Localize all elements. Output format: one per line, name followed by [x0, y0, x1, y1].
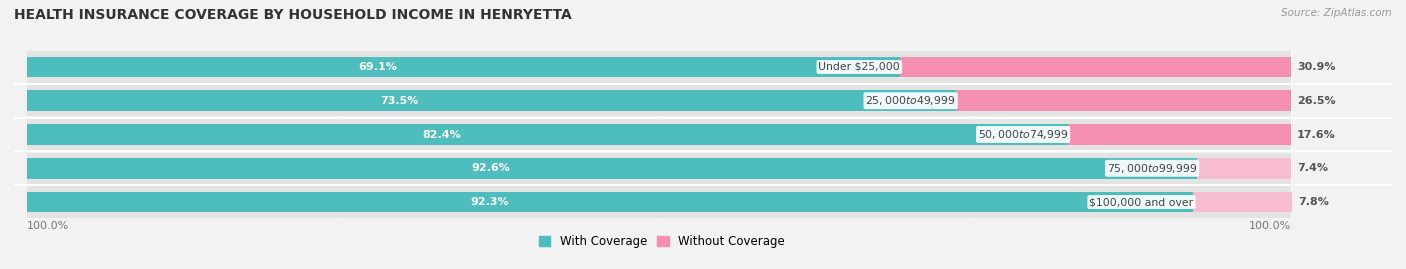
Text: 82.4%: 82.4%	[423, 129, 461, 140]
Bar	[27, 124, 1069, 145]
Bar	[27, 56, 900, 77]
Text: 92.6%: 92.6%	[471, 163, 510, 173]
Text: 69.1%: 69.1%	[359, 62, 398, 72]
Text: 30.9%: 30.9%	[1298, 62, 1336, 72]
Bar	[900, 56, 1291, 77]
Text: $50,000 to $74,999: $50,000 to $74,999	[979, 128, 1069, 141]
Text: 26.5%: 26.5%	[1298, 96, 1336, 106]
Bar	[27, 90, 956, 111]
Text: $100,000 and over: $100,000 and over	[1090, 197, 1194, 207]
Text: 73.5%: 73.5%	[380, 96, 418, 106]
Text: 92.3%: 92.3%	[470, 197, 509, 207]
Bar	[27, 153, 1291, 184]
Text: 100.0%: 100.0%	[27, 221, 69, 231]
Bar	[1069, 124, 1291, 145]
Bar	[956, 90, 1291, 111]
Bar	[27, 85, 1291, 116]
Legend: With Coverage, Without Coverage: With Coverage, Without Coverage	[534, 230, 789, 253]
Text: $25,000 to $49,999: $25,000 to $49,999	[866, 94, 956, 107]
Bar	[1194, 192, 1292, 213]
Text: Source: ZipAtlas.com: Source: ZipAtlas.com	[1281, 8, 1392, 18]
Text: 100.0%: 100.0%	[1249, 221, 1291, 231]
Text: Under $25,000: Under $25,000	[818, 62, 900, 72]
Text: 17.6%: 17.6%	[1298, 129, 1336, 140]
Bar	[27, 51, 1291, 83]
Text: 7.8%: 7.8%	[1298, 197, 1329, 207]
Text: HEALTH INSURANCE COVERAGE BY HOUSEHOLD INCOME IN HENRYETTA: HEALTH INSURANCE COVERAGE BY HOUSEHOLD I…	[14, 8, 572, 22]
Bar	[27, 119, 1291, 150]
Bar	[27, 158, 1198, 179]
Bar	[27, 192, 1194, 213]
Bar	[1198, 158, 1291, 179]
Text: $75,000 to $99,999: $75,000 to $99,999	[1107, 162, 1198, 175]
Text: 7.4%: 7.4%	[1298, 163, 1329, 173]
Bar	[27, 186, 1291, 218]
